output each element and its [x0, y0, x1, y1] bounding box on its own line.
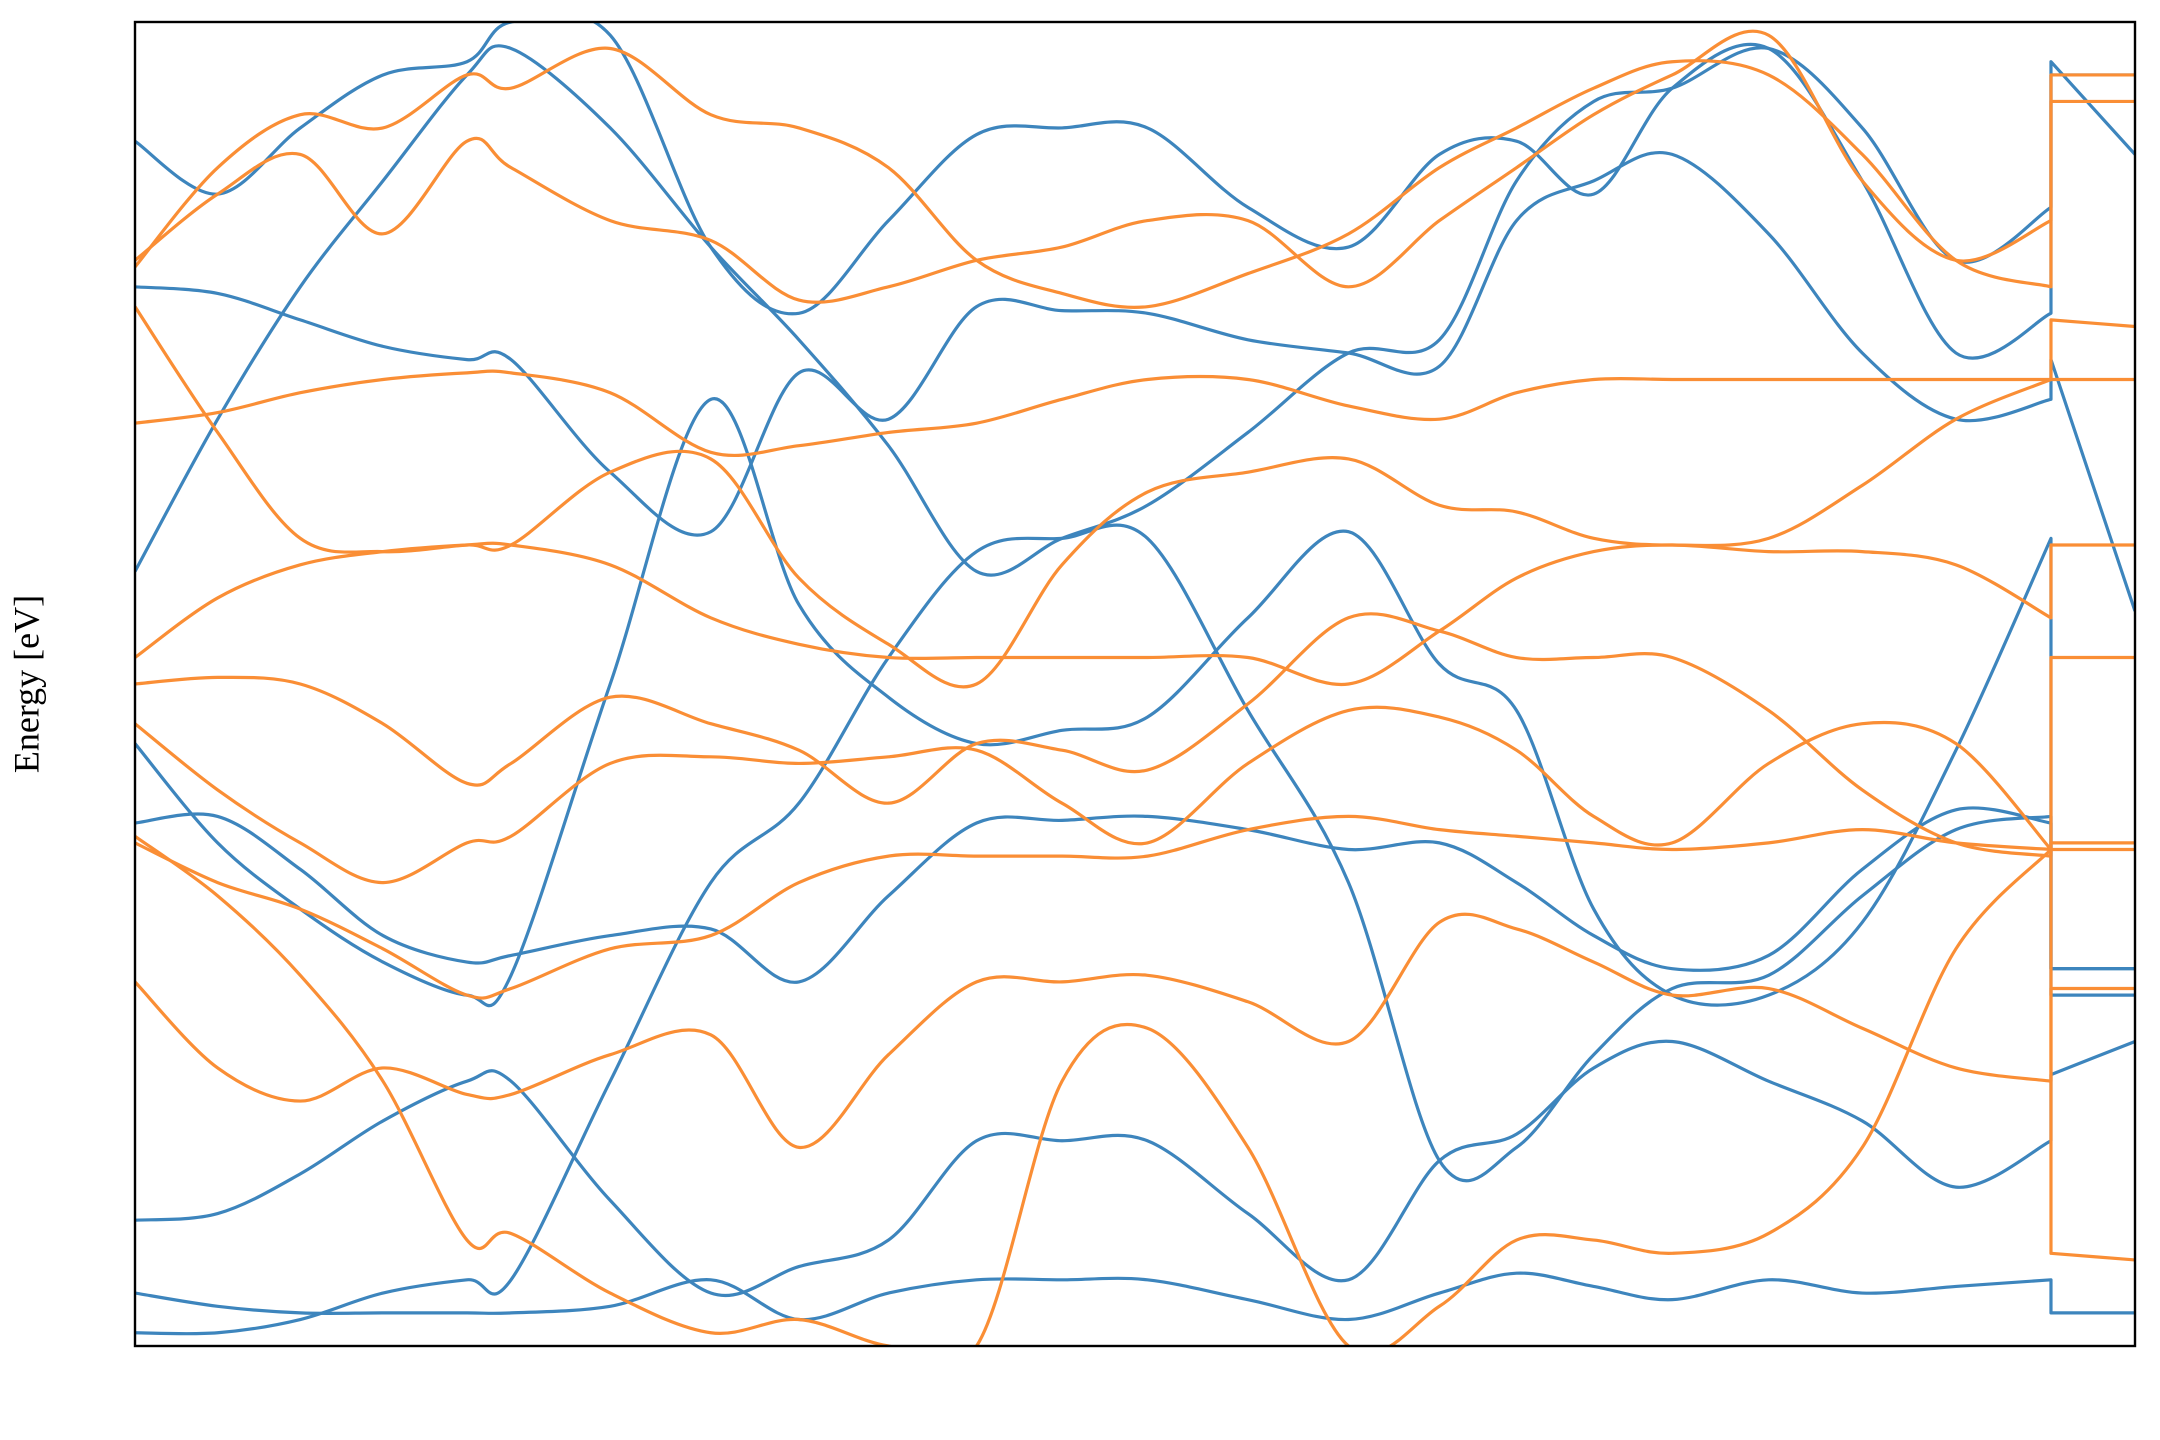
band-line [135, 305, 2135, 689]
band-line [135, 151, 2135, 612]
y-axis-label: Energy [eV] [6, 595, 46, 773]
axes-layer [133, 20, 2137, 1348]
band-line [135, 834, 2135, 1346]
band-line [135, 1271, 2135, 1322]
band-line [135, 806, 2135, 984]
plot-frame [133, 20, 2137, 1348]
band-line [135, 29, 2135, 304]
band-line [135, 397, 2135, 1008]
band-line [135, 814, 2135, 1000]
band-line [135, 523, 2135, 1336]
band-line [135, 612, 2135, 858]
band-line [135, 705, 2135, 885]
band-line [135, 912, 2135, 1150]
bands-layer [135, 22, 2135, 1346]
band-line [135, 369, 2135, 457]
band-line [135, 46, 2135, 309]
band-line [135, 541, 2135, 687]
band-line [135, 1039, 2135, 1298]
